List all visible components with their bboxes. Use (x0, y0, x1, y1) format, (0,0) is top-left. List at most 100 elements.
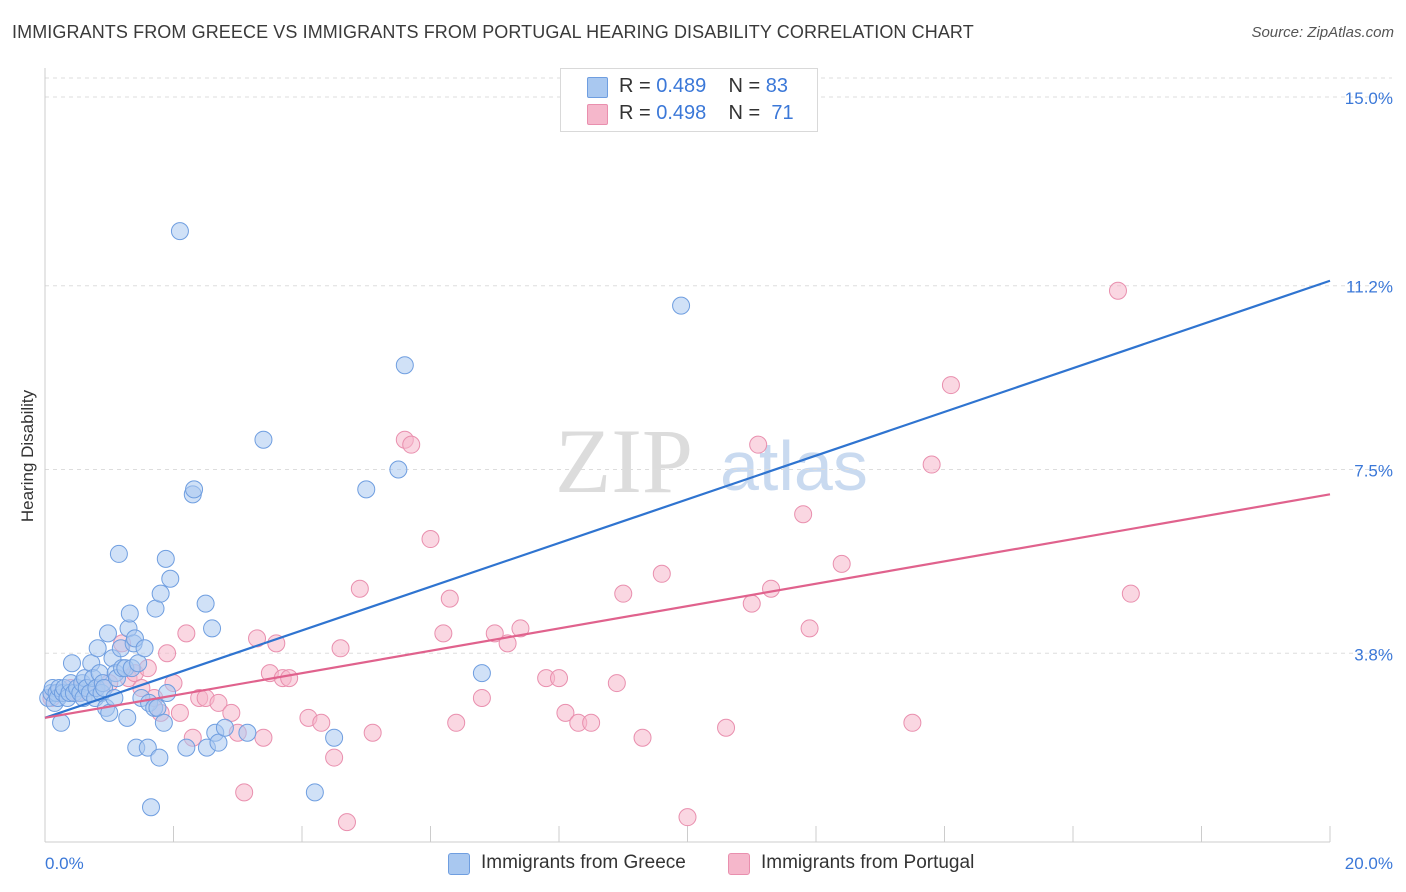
greece-point (209, 733, 228, 752)
legend-r-label: R = (619, 75, 651, 97)
portugal-point (363, 723, 382, 742)
portugal-point (267, 634, 286, 653)
greece-point (177, 738, 196, 757)
greece-point (148, 698, 167, 717)
x-tick-label: 20.0% (1345, 854, 1393, 873)
greece-point (151, 584, 170, 603)
portugal-point (402, 435, 421, 454)
portugal-point (511, 619, 530, 638)
greece-point (170, 222, 189, 241)
greece-point (135, 639, 154, 658)
portugal-point (1121, 584, 1140, 603)
greece-point (305, 783, 324, 802)
portugal-trend-line (44, 493, 1331, 719)
portugal-legend-label: Immigrants from Portugal (761, 852, 975, 873)
portugal-point (434, 624, 453, 643)
watermark-atlas: atlas (720, 427, 868, 505)
greece-point (672, 296, 691, 315)
greece-point (357, 480, 376, 499)
chart-title: IMMIGRANTS FROM GREECE VS IMMIGRANTS FRO… (12, 22, 974, 42)
portugal-point (550, 669, 568, 688)
portugal-point (749, 435, 768, 454)
portugal-point (447, 713, 466, 732)
portugal-point (312, 713, 331, 732)
portugal-point (633, 728, 652, 747)
watermark-zip: ZIP (555, 410, 693, 512)
legend-n-label: N = (728, 75, 761, 97)
portugal-point (177, 624, 196, 643)
legend-r-value-portugal: 0.498 (656, 102, 707, 124)
portugal-point (485, 624, 504, 643)
greece-point (203, 619, 222, 638)
portugal-point (254, 728, 273, 747)
greece-point (325, 728, 344, 747)
y-axis-label: Hearing Disability (18, 389, 37, 522)
greece-point (98, 624, 117, 643)
greece-point (254, 430, 273, 449)
portugal-point (350, 579, 369, 598)
portugal-point (832, 554, 851, 573)
y-tick-label: 7.5% (1354, 462, 1393, 481)
y-tick-label: 15.0% (1345, 89, 1393, 108)
portugal-point (440, 589, 459, 608)
portugal-point (1108, 281, 1127, 300)
legend-r-value-greece: 0.489 (656, 75, 707, 97)
portugal-point (222, 703, 241, 722)
portugal-point (762, 579, 781, 598)
portugal-point (325, 748, 344, 767)
data-points (39, 222, 1140, 832)
portugal-point (280, 669, 299, 688)
greece-trend-line (44, 279, 1331, 719)
greece-point (185, 480, 204, 499)
portugal-point (472, 688, 491, 707)
portugal-point (903, 713, 922, 732)
greece-point (142, 798, 161, 817)
portugal-legend-swatch (728, 853, 750, 875)
watermark: ZIP atlas (555, 410, 868, 512)
portugal-point (331, 639, 350, 658)
portugal-point (209, 693, 228, 712)
portugal-point (922, 455, 941, 474)
legend-n-label: N = (728, 102, 761, 124)
greece-point (158, 684, 177, 702)
greece-swatch (587, 77, 608, 98)
portugal-swatch (587, 104, 608, 125)
y-tick-label: 3.8% (1354, 645, 1393, 664)
greece-point (472, 664, 491, 683)
greece-point (389, 460, 408, 479)
greece-point (120, 604, 139, 623)
portugal-point (742, 594, 761, 613)
portugal-point (158, 644, 177, 663)
greece-point (129, 654, 148, 673)
axes (44, 68, 1331, 843)
correlation-legend: R = 0.489 N = 83 R = 0.498 N = 71 (560, 68, 818, 132)
greece-legend-label: Immigrants from Greece (481, 852, 686, 873)
portugal-point (170, 703, 189, 722)
source-credit: Source: ZipAtlas.com (1251, 24, 1394, 41)
greece-point (62, 654, 81, 673)
greece-point (196, 594, 215, 613)
portugal-point (800, 619, 819, 638)
tick-labels: 3.8% 7.5% 11.2% 15.0% 0.0% 20.0% (45, 89, 1393, 873)
gridlines (45, 77, 1392, 654)
portugal-point (337, 813, 356, 832)
portugal-point (614, 584, 633, 603)
portugal-point (556, 703, 575, 722)
greece-point (138, 738, 157, 757)
trend-lines (44, 279, 1331, 719)
greece-point (88, 639, 107, 658)
greece-point (395, 356, 414, 375)
greece-point (238, 723, 257, 742)
greece-point (156, 549, 175, 568)
legend-n-value-greece: 83 (765, 75, 789, 97)
greece-point (154, 713, 173, 732)
portugal-point (607, 674, 626, 693)
greece-point (118, 708, 137, 727)
portugal-point (421, 530, 440, 549)
greece-point (215, 718, 234, 737)
portugal-point (717, 718, 736, 737)
greece-point (109, 544, 128, 563)
x-tick-label: 0.0% (45, 854, 84, 873)
greece-point (161, 569, 180, 588)
